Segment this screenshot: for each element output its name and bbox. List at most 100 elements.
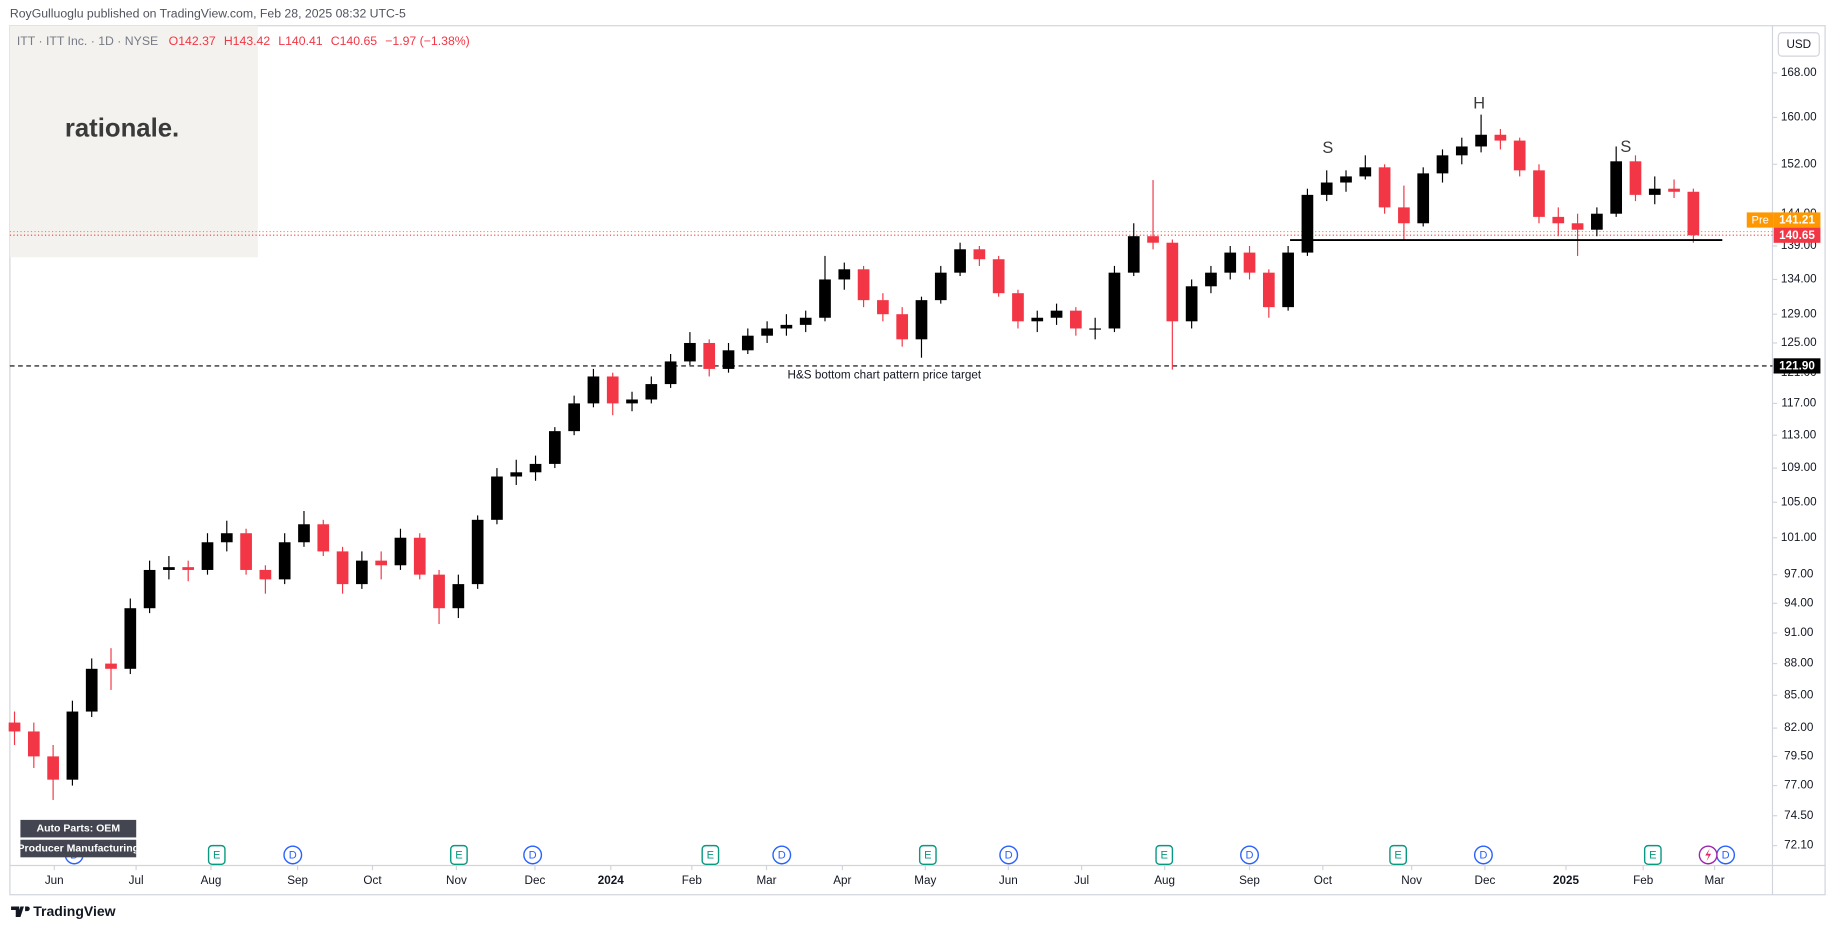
candle-body	[606, 376, 619, 404]
event-label: D	[1722, 849, 1730, 861]
candle-body	[664, 361, 677, 385]
event-badge[interactable]	[772, 845, 792, 865]
event-badge[interactable]	[283, 845, 303, 865]
x-tick-label: Nov	[1401, 874, 1422, 887]
candle-body	[1455, 146, 1468, 156]
candle-body	[1108, 272, 1121, 329]
x-tick-label: Jul	[1074, 874, 1089, 887]
x-tick-label: Mar	[1705, 874, 1725, 887]
candle-body	[1668, 188, 1680, 192]
price-label: 140.65	[1779, 229, 1815, 242]
candle-body	[1378, 167, 1391, 208]
legend-symbol: ITT · ITT Inc. · 1D · NYSE	[17, 34, 158, 48]
candle-body	[220, 533, 233, 543]
candle-body	[626, 399, 638, 404]
y-tick-label: 134.00	[1781, 273, 1817, 286]
y-tick-label: 85.00	[1784, 688, 1814, 701]
candle-body	[1687, 191, 1700, 236]
candle-body	[1070, 310, 1082, 329]
event-badge[interactable]	[207, 844, 226, 866]
candle-body	[780, 324, 793, 329]
candle-body	[915, 300, 928, 340]
candle-body	[1533, 170, 1545, 217]
candle-body	[819, 279, 831, 318]
y-tick-label: 160.00	[1781, 111, 1817, 124]
candle-body	[433, 574, 445, 609]
candle-body	[1012, 293, 1024, 322]
event-badge[interactable]	[1240, 845, 1260, 865]
event-badge[interactable]	[450, 844, 468, 866]
event-badge[interactable]	[1643, 844, 1662, 866]
x-tick-label: Dec	[525, 874, 546, 887]
event-badge[interactable]	[1155, 844, 1174, 866]
candle-body	[1166, 242, 1179, 322]
currency-box[interactable]	[1777, 32, 1820, 57]
candle-body	[1591, 213, 1603, 230]
dividend-split-icon[interactable]	[1698, 845, 1718, 865]
event-label: E	[1394, 849, 1401, 861]
tag-box	[20, 839, 137, 858]
candle-body	[47, 756, 59, 780]
publisher-line: RoyGulluoglu published on TradingView.co…	[10, 6, 406, 20]
candle-body	[529, 463, 542, 473]
candle-body	[1475, 134, 1487, 147]
candle-body	[1147, 236, 1159, 243]
y-tick-label: 91.00	[1784, 626, 1814, 639]
y-tick-label: 168.00	[1781, 66, 1817, 79]
event-label: D	[1005, 849, 1013, 861]
candle-body	[394, 537, 407, 566]
event-badge[interactable]	[918, 844, 937, 866]
event-label: E	[455, 849, 462, 861]
y-tick-label: 113.00	[1781, 428, 1816, 441]
candle-body	[85, 668, 98, 712]
price-label: 121.90	[1779, 360, 1815, 373]
x-tick-label: Jun	[45, 874, 64, 887]
candle-body	[973, 249, 986, 260]
legend: ITT · ITT Inc. · 1D · NYSE O142.37 H143.…	[17, 34, 470, 48]
candle-body	[857, 269, 870, 301]
candle-body	[799, 317, 812, 325]
candle-body	[1031, 317, 1044, 322]
candle-body	[992, 259, 1005, 294]
event-badge[interactable]	[701, 844, 720, 866]
x-tick-label: Aug	[1154, 874, 1175, 887]
x-tick-label: Nov	[446, 874, 467, 887]
candle-body	[471, 519, 484, 585]
candle-body	[240, 533, 252, 570]
x-tick-label: 2025	[1553, 874, 1580, 887]
candle-body	[1513, 140, 1526, 171]
candle-body	[491, 476, 503, 520]
event-label: D	[289, 849, 297, 861]
event-badge[interactable]	[1473, 845, 1493, 865]
candle-body	[182, 567, 195, 570]
candle-body	[317, 524, 330, 552]
y-tick-label: 82.00	[1784, 721, 1814, 734]
event-badge[interactable]	[523, 845, 543, 865]
pattern-label: H	[1473, 95, 1485, 113]
candle-body	[1436, 155, 1449, 174]
event-label: D	[1479, 849, 1487, 861]
candle-body	[1050, 310, 1063, 318]
candle-body	[452, 584, 465, 609]
y-tick-label: 101.00	[1781, 531, 1817, 544]
candle-body	[1398, 207, 1410, 224]
event-badge[interactable]	[1389, 844, 1408, 866]
event-badge[interactable]	[999, 845, 1019, 865]
candle-body	[510, 472, 523, 477]
y-tick-label: 94.00	[1784, 596, 1814, 609]
tag: Producer Manufacturing	[18, 842, 140, 854]
footer-brand: TradingView	[33, 903, 115, 919]
event-label: E	[213, 849, 220, 861]
event-label: E	[707, 849, 714, 861]
y-tick-label: 105.00	[1781, 495, 1817, 508]
candle-body	[761, 328, 773, 336]
candle-body	[1224, 252, 1237, 273]
tag-box	[20, 819, 137, 838]
watermark-box	[9, 25, 258, 258]
event-label: E	[1649, 849, 1656, 861]
candle-body	[259, 569, 272, 580]
footer-logo	[11, 906, 30, 917]
price-line-note: H&S bottom chart pattern price target	[788, 368, 982, 381]
